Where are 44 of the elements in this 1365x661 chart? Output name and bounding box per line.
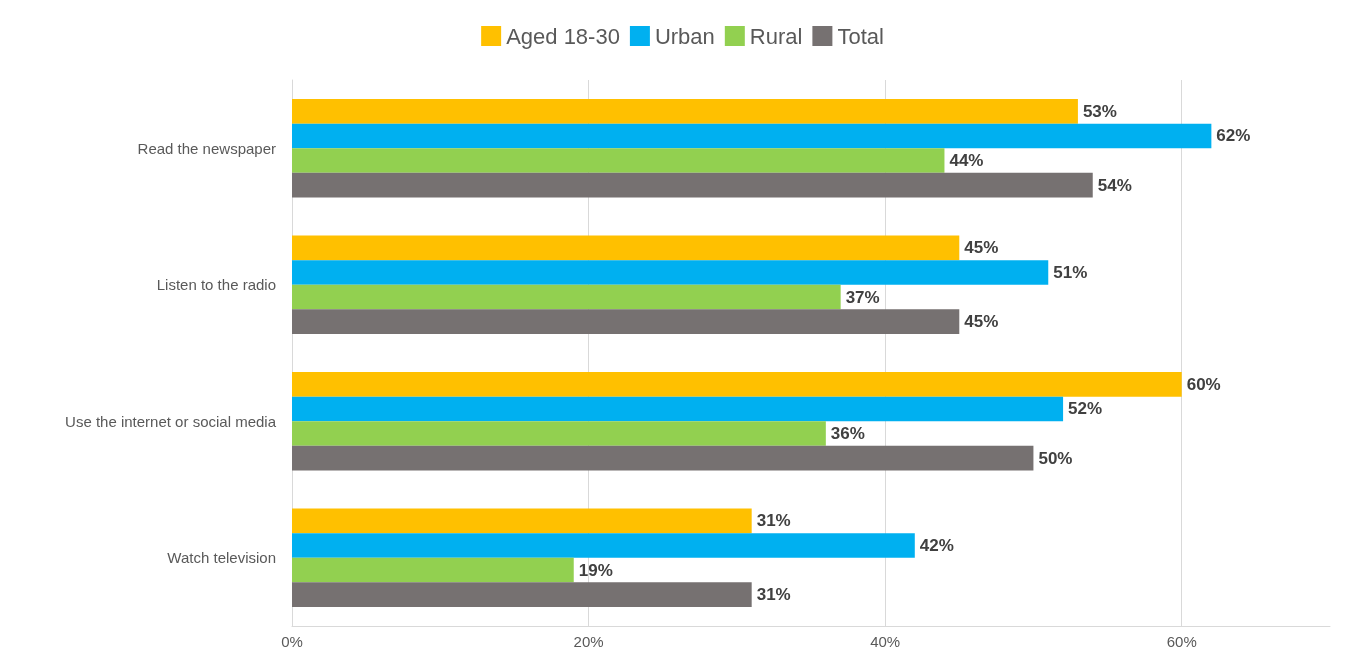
data-label: 31% [756, 585, 791, 605]
y-tick-label: Use the internet or social media [65, 412, 277, 430]
x-tick-label: 60% [1166, 633, 1197, 650]
bar [292, 421, 826, 446]
bar [292, 582, 752, 607]
data-label: 60% [1186, 374, 1221, 394]
data-label: 42% [919, 535, 954, 555]
data-label: 36% [830, 424, 865, 444]
bar [292, 309, 960, 334]
data-label: 50% [1038, 448, 1073, 468]
data-label: 52% [1068, 399, 1103, 419]
bar [292, 99, 1078, 124]
data-label: 54% [1097, 175, 1132, 195]
y-tick-label: Read the newspaper [137, 139, 276, 157]
y-tick-label: Watch television [167, 549, 276, 567]
data-label: 19% [578, 560, 613, 580]
legend-label: Urban [654, 23, 715, 49]
bar [292, 396, 1064, 422]
data-label: 62% [1216, 126, 1251, 146]
x-tick-label: 20% [573, 633, 604, 650]
bar [292, 445, 1034, 471]
legend-label: Rural [749, 23, 803, 49]
bar [292, 372, 1182, 397]
legend-label: Aged 18-30 [506, 23, 620, 49]
bar [292, 508, 752, 534]
data-label: 31% [756, 511, 791, 531]
data-label: 44% [949, 151, 984, 171]
data-label: 53% [1082, 101, 1117, 121]
bar [292, 557, 574, 583]
bar [292, 148, 945, 173]
bar [292, 533, 915, 558]
data-label: 37% [845, 287, 880, 307]
y-tick-label: Listen to the radio [156, 276, 276, 294]
bar [292, 123, 1212, 149]
bar [292, 172, 1093, 198]
bar [292, 235, 960, 261]
bar [292, 260, 1049, 285]
data-label: 51% [1053, 262, 1088, 282]
data-label: 45% [964, 238, 999, 258]
legend-label: Total [837, 23, 884, 49]
data-label: 45% [964, 312, 999, 332]
x-tick-label: 40% [870, 633, 901, 650]
bar [292, 284, 841, 310]
x-tick-label: 0% [281, 633, 303, 650]
